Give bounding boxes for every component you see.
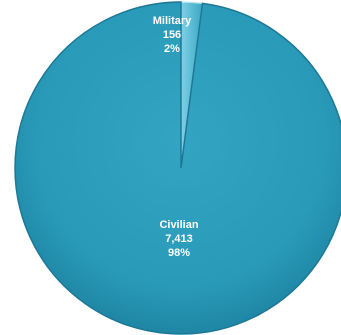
label-military-value: 156 (162, 29, 182, 41)
label-civilian-name: Civilian (159, 219, 199, 231)
label-civilian-value: 7,413 (165, 233, 193, 245)
label-military-percent: 2% (164, 43, 180, 55)
label-civilian-percent: 98% (167, 247, 191, 259)
label-military: Military 156 2% (153, 14, 192, 56)
label-civilian: Civilian 7,413 98% (159, 218, 198, 260)
pie-slice-civilian (14, 1, 341, 335)
label-military-name: Military (152, 15, 192, 27)
